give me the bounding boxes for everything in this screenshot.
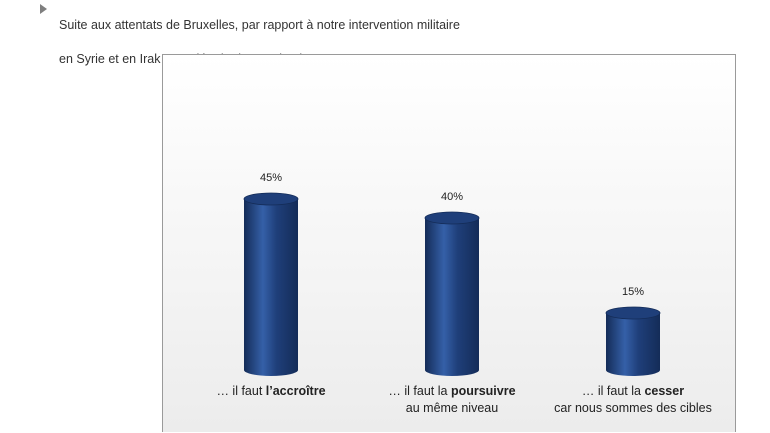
bar-top-2 xyxy=(424,211,480,225)
bar-2 xyxy=(424,211,480,376)
bar-1 xyxy=(243,192,299,376)
category-label-emphasis: l’accroître xyxy=(265,384,326,398)
category-label-emphasis: poursuivre xyxy=(450,384,516,398)
category-label-line-1: … il faut l’accroître xyxy=(216,384,326,398)
data-label-3: 15% xyxy=(622,286,644,298)
category-label-line-1: … il faut la poursuivre xyxy=(388,384,516,398)
bar-body-1 xyxy=(244,199,298,376)
bar-body-3 xyxy=(606,313,660,376)
bullet-triangle-icon xyxy=(40,4,47,14)
category-label-emphasis: cesser xyxy=(644,384,685,398)
bar-body-2 xyxy=(425,218,479,376)
bar-3 xyxy=(605,306,661,376)
data-label-1: 45% xyxy=(260,172,282,184)
category-label-2: … il faut la poursuivre au même niveau xyxy=(357,383,547,417)
category-label-1: … il faut l’accroître xyxy=(176,383,366,400)
chart-panel: 45% 40% 15% … il faut l’accroître … il faut… xyxy=(162,54,736,432)
bar-chart: 45% 40% 15% xyxy=(243,172,661,376)
category-label-line-2: car nous sommes des cibles xyxy=(554,401,712,415)
category-label-3: … il faut la cesser car nous sommes des c… xyxy=(538,383,728,417)
data-label-2: 40% xyxy=(441,191,463,203)
bar-top-1 xyxy=(243,192,299,206)
bar-top-3 xyxy=(605,306,661,320)
category-label-line-2: au même niveau xyxy=(405,401,499,415)
question-line-1: Suite aux attentats de Bruxelles, par ra… xyxy=(59,18,460,32)
category-label-line-1: … il faut la cesser xyxy=(581,384,685,398)
